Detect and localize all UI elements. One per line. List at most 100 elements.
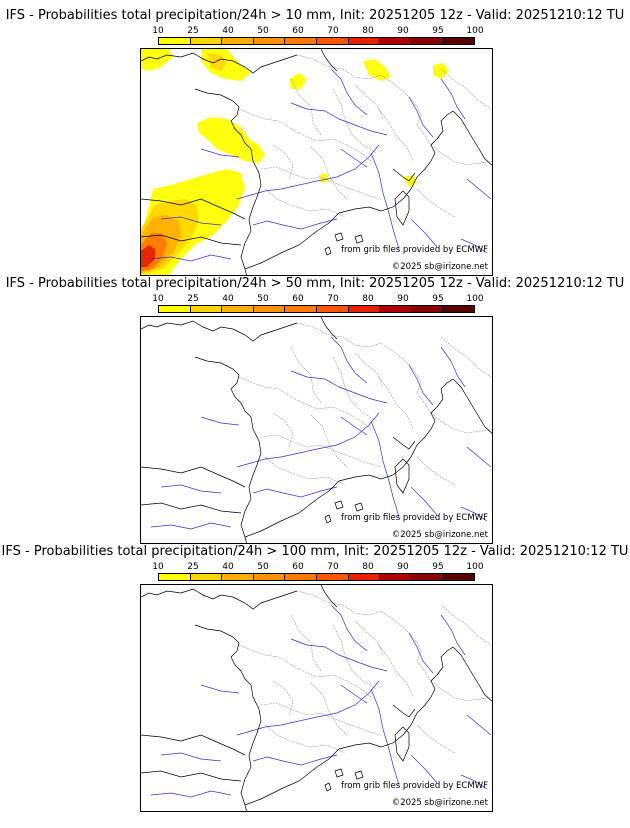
colorbar-segment [159,306,191,312]
coastline [240,416,262,543]
river [252,754,338,766]
colorbar-segment [348,306,381,312]
coastline [141,734,246,756]
coastline [320,585,338,608]
river [460,238,488,254]
river [466,714,492,736]
island-outline [354,234,364,244]
colorbar-segment [253,574,286,580]
coastline [416,378,454,446]
colorbar-segment [380,38,412,44]
region-border [272,680,294,716]
coastline [141,502,242,514]
region-border [402,358,432,414]
colorbar-segment [222,38,254,44]
colorbar-segment [190,306,223,312]
colorbar-segment [190,38,223,44]
region-border [378,376,414,430]
precip-probability-area [289,73,307,89]
coastline [194,88,252,150]
island-outline [334,232,344,242]
map-frame: from grib files provided by ECMWF ©2025 … [140,48,493,276]
colorbar-segment [253,38,286,44]
colorbar-ticks: 10 25 40 50 60 70 80 90 95 100 [140,26,490,37]
colorbar-tick-label: 60 [292,26,304,36]
colorbar-tick-label: 80 [362,562,374,572]
colorbar-segment [285,38,317,44]
colorbar-tick-label: 90 [397,562,409,572]
river [252,218,338,230]
coastline [141,234,242,246]
colorbar-tick-label: 40 [222,26,234,36]
region-border [238,108,372,162]
colorbar-tick-label: 25 [187,26,199,36]
colorbar-segment [159,38,191,44]
colorbar [158,305,475,313]
river [330,336,368,384]
precip-probability-area [141,245,155,267]
colorbar-tick-label: 40 [222,294,234,304]
region-border [260,434,382,468]
colorbar-tick-label: 90 [397,26,409,36]
colorbar [158,573,475,581]
region-border [354,352,384,388]
region-border [332,356,378,422]
river [340,684,368,704]
region-border [430,680,492,702]
region-border [296,322,404,360]
france-map [141,49,492,275]
colorbar-tick-label: 80 [362,26,374,36]
colorbar-tick-label: 95 [432,562,444,572]
colorbar-segment [253,306,286,312]
data-credit: from grib files provided by ECMWF [341,513,488,523]
river [408,96,434,138]
colorbar-tick-label: 95 [432,26,444,36]
river [160,484,222,494]
colorbar-segment [380,574,412,580]
coastline [320,49,338,72]
copyright: ©2025 sb@irizone.net [391,530,488,540]
colorbar-segment [285,306,317,312]
panel-title: IFS - Probabilities total precipitation/… [1,544,629,559]
region-border [310,682,348,736]
colorbar-ticks: 10 25 40 50 60 70 80 90 95 100 [140,562,490,573]
river [370,152,400,250]
forecast-panel-50mm: IFS - Probabilities total precipitation/… [0,276,630,548]
region-border [430,144,492,166]
region-border [416,456,456,486]
region-border [264,188,346,218]
river [440,78,466,120]
island-outline [334,768,344,778]
region-border [430,412,492,434]
river [290,638,388,672]
region-border [296,590,404,628]
coastline [240,148,262,275]
river [410,218,438,248]
region-border [238,376,372,430]
region-border [290,78,322,136]
river [150,790,232,798]
coastline [416,646,454,714]
river [460,506,488,522]
river [370,688,400,786]
river [408,364,434,406]
precip-probability-area [207,53,227,71]
island-outline [394,458,410,494]
region-border [416,724,456,754]
colorbar-tick-label: 50 [257,562,269,572]
data-credit: from grib files provided by ECMWF [341,781,488,791]
colorbar-tick-label: 95 [432,294,444,304]
river [440,614,466,656]
river [150,522,232,530]
data-credit: from grib files provided by ECMWF [341,245,488,255]
copyright: ©2025 sb@irizone.net [391,262,488,272]
river [440,346,466,388]
river [410,486,438,516]
region-border [264,456,346,486]
river [466,446,492,468]
coastline [141,320,298,342]
region-border [416,188,456,218]
coastline [141,52,298,74]
forecast-panel-10mm: IFS - Probabilities total precipitation/… [0,8,630,280]
coastline [194,624,252,686]
